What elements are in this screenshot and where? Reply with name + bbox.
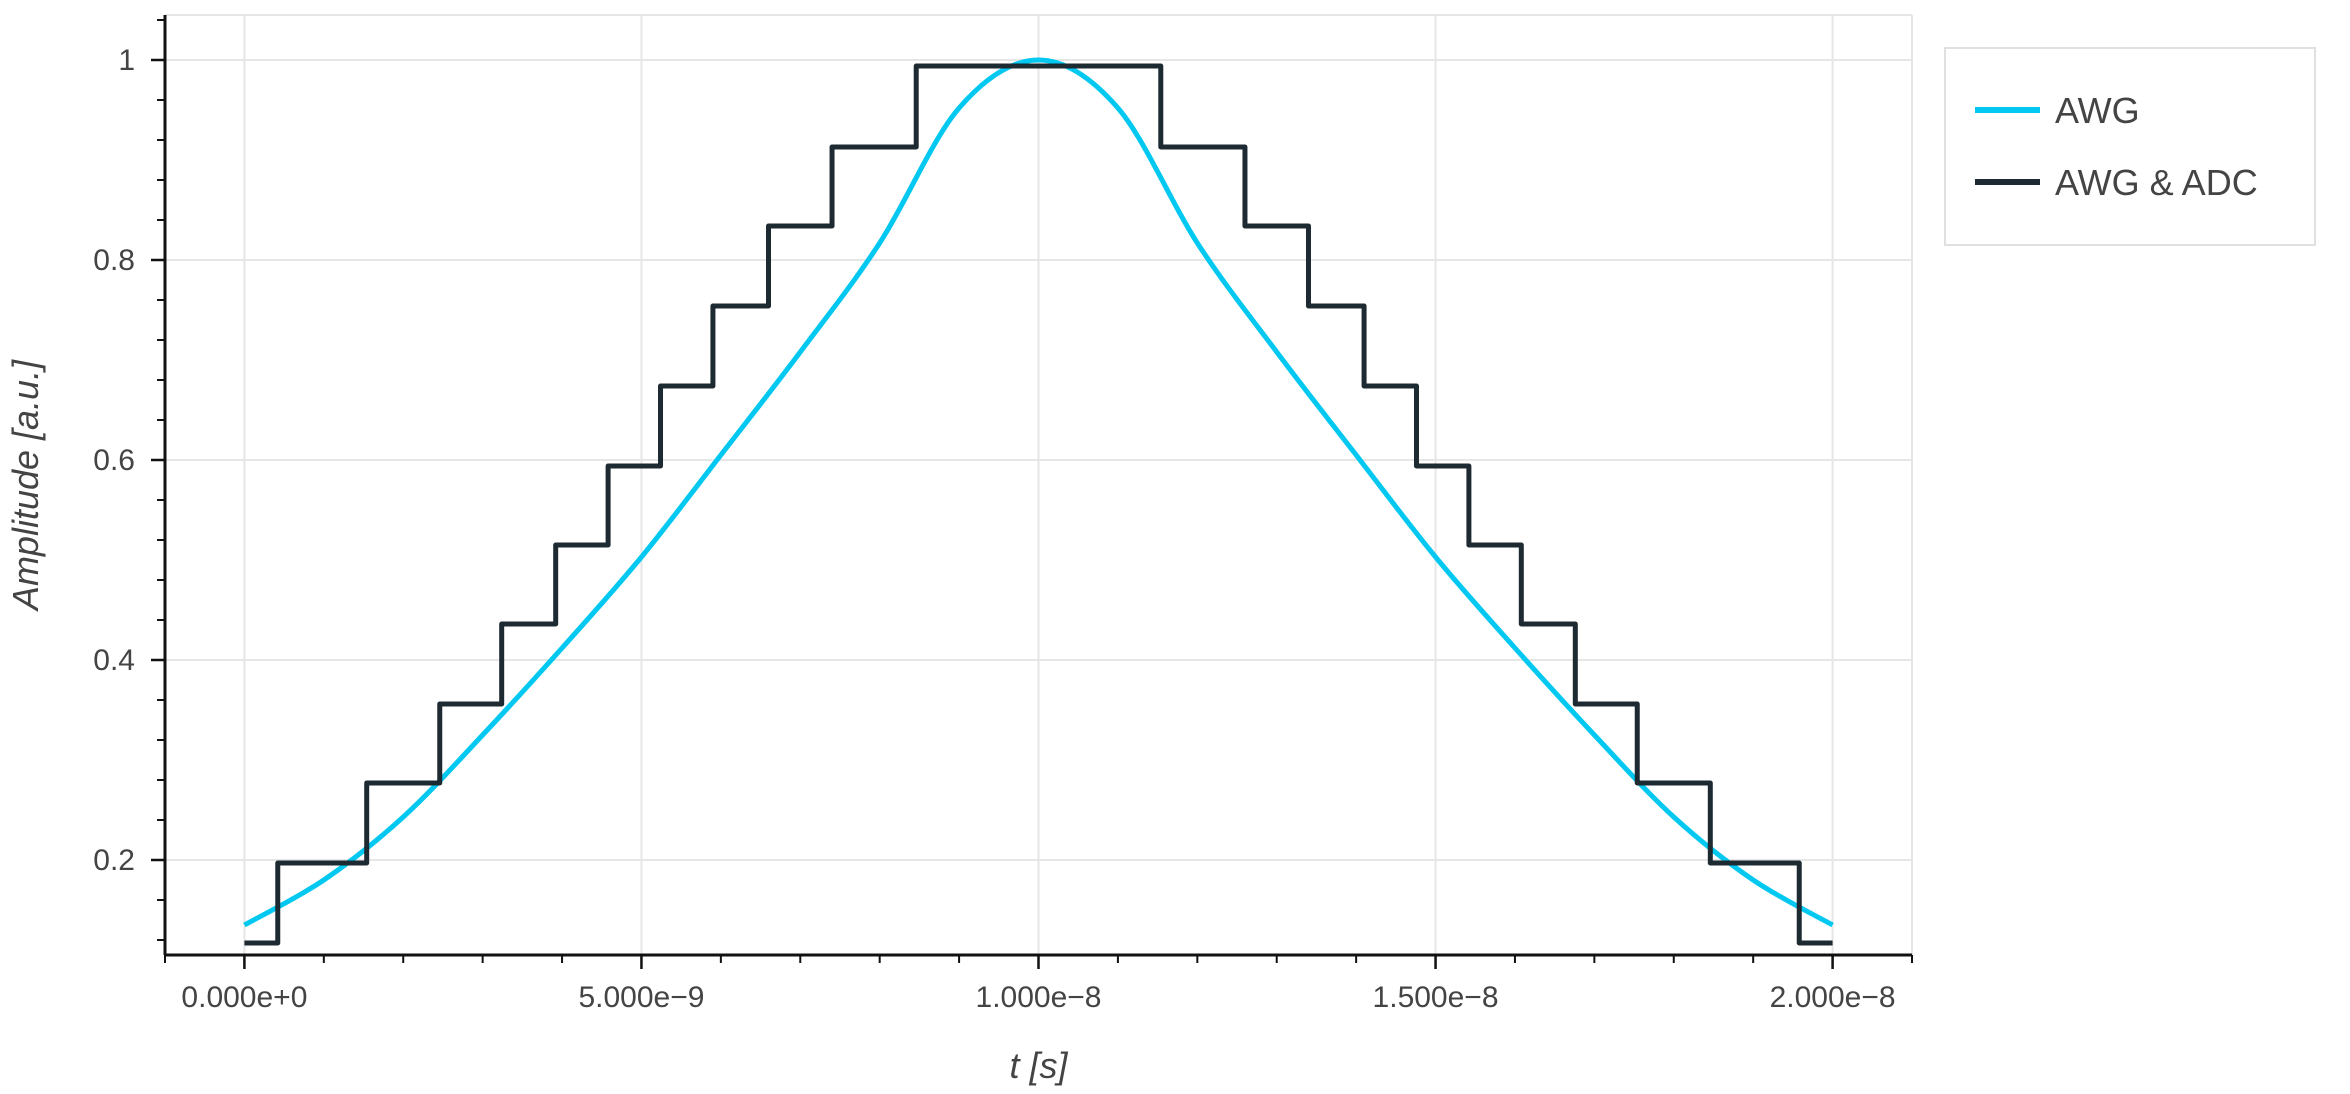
grid-lines [165, 14, 1913, 955]
x-axis-title: t [s] [1009, 1045, 1068, 1086]
series-awg-adc-step [244, 63, 1833, 946]
legend-box [1944, 47, 2316, 246]
y-tick-label: 0.6 [93, 444, 135, 477]
series-awg-line [243, 57, 1834, 928]
x-tick-label: 0.000e+0 [181, 981, 307, 1014]
x-tick-label: 5.000e−9 [578, 981, 704, 1014]
y-axis-title: Amplitude [a.u.] [5, 359, 46, 612]
y-tick-label: 0.2 [93, 844, 135, 877]
legend-label-awg-adc: AWG & ADC [2055, 162, 2258, 203]
axes: 0.000e+0 5.000e−9 1.000e−8 1.500e−8 2.000e−8… [93, 15, 1913, 1014]
y-tick-label: 0.4 [93, 644, 135, 677]
x-tick-label: 1.000e−8 [976, 981, 1102, 1014]
legend-label-awg: AWG [2055, 90, 2140, 131]
x-tick-label: 2.000e−8 [1770, 981, 1896, 1014]
y-tick-label: 1 [118, 44, 135, 77]
y-tick-label: 0.8 [93, 244, 135, 277]
x-tick-label: 1.500e−8 [1373, 981, 1499, 1014]
plot-series [243, 57, 1834, 946]
legend: AWG AWG & ADC [1944, 47, 2316, 246]
